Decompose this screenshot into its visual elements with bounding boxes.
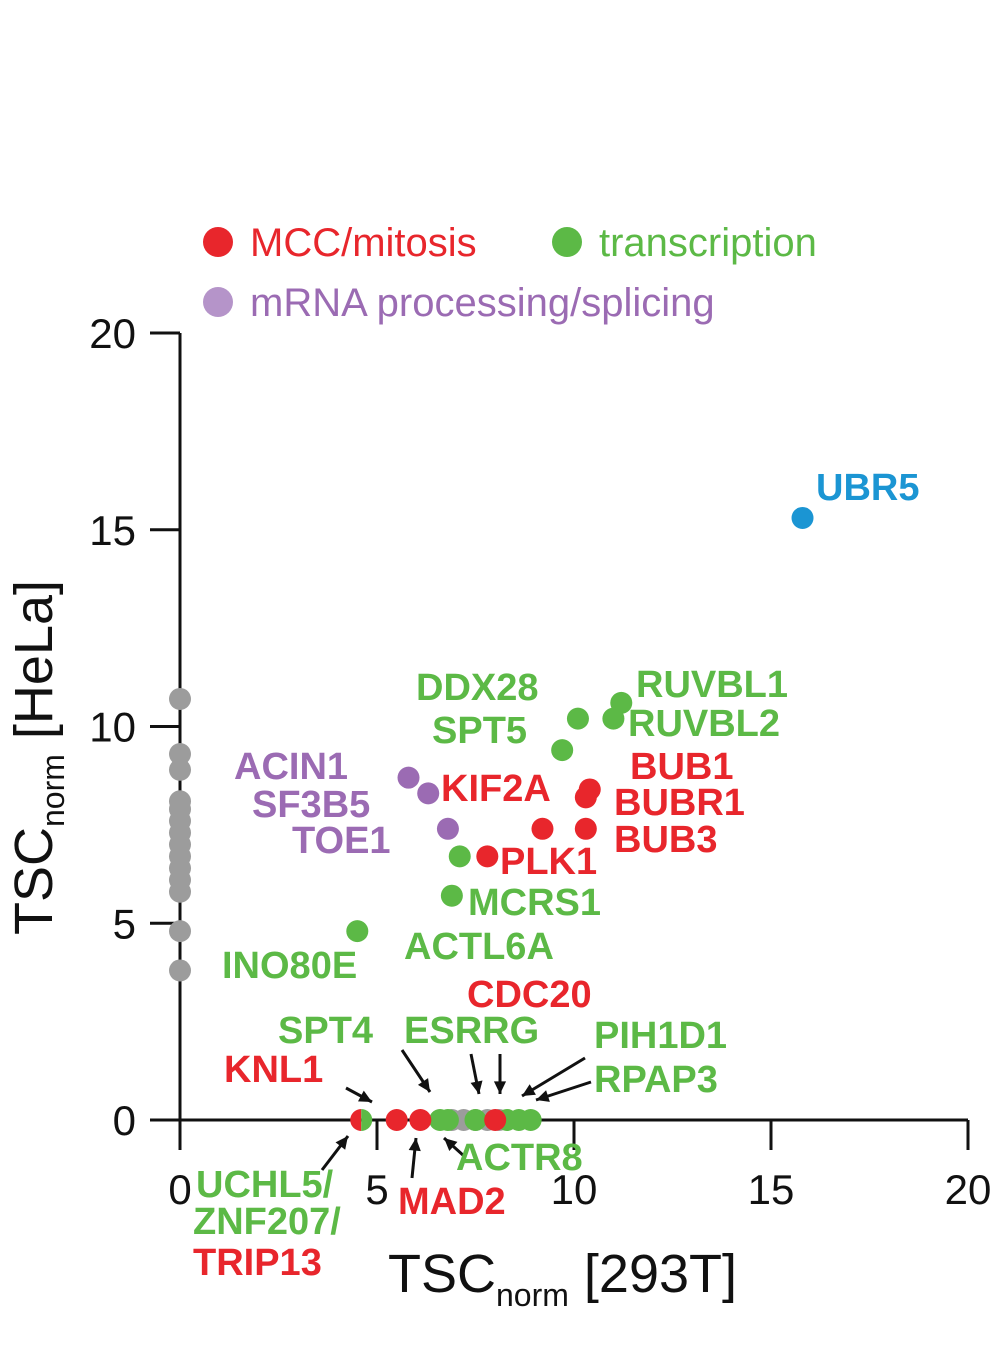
gene-label: PIH1D1 [594,1015,727,1057]
gene-label: RPAP3 [594,1059,718,1101]
x-tick-label: 5 [365,1166,388,1213]
data-point-transcription [566,707,589,730]
arrowhead [493,1081,507,1094]
arrowhead [408,1138,421,1152]
data-point-transcription [440,884,463,907]
data-point-ubr5 [791,506,814,529]
arrowhead [417,1078,430,1092]
y-tick-label: 0 [113,1097,136,1144]
gene-label: ESRRG [404,1010,539,1052]
legend-marker-mcc [203,227,233,257]
x-axis-title-suffix: [293T] [569,1244,737,1304]
arrowhead [444,1138,458,1151]
gene-label: RUVBL2 [628,703,780,745]
x-axis-title-main: TSC [388,1244,496,1304]
data-point-transcription [519,1109,542,1131]
data-point-mcc [531,817,554,840]
y-tick-label: 10 [89,704,136,751]
gene-label: CDC20 [467,974,592,1016]
legend-marker-mrna [203,287,233,317]
gene-label: KNL1 [224,1049,323,1091]
gene-label: PLK1 [500,841,597,883]
data-point-other [169,743,191,766]
gene-label: MAD2 [398,1181,506,1223]
y-tick-label: 20 [89,310,136,357]
data-point-other [169,959,191,982]
ticks: 0 5 10 15 20 0 5 10 15 20 [89,310,991,1213]
data-points [169,506,814,1131]
data-point-mcc [574,786,597,809]
gene-label: ACTR8 [456,1137,583,1179]
y-axis-title-suffix: [HeLa] [4,580,64,754]
data-point-other [169,920,191,943]
arrowhead [470,1080,483,1094]
legend-label-transcription: transcription [599,221,817,265]
y-axis-title-sub: norm [35,754,71,827]
data-point-mrna [417,782,440,805]
gene-label: KIF2A [441,768,551,810]
gene-label: DDX28 [416,667,539,709]
gene-label: SPT4 [278,1010,373,1052]
gene-label: TRIP13 [193,1242,322,1284]
gene-label: UCHL5/ [196,1164,334,1206]
legend-label-mcc: MCC/mitosis [250,221,477,265]
arrows [320,1049,592,1179]
data-point-transcription [346,920,369,943]
x-tick-label: 20 [945,1166,992,1213]
x-tick-label: 10 [551,1166,598,1213]
arrowhead [335,1136,348,1150]
gene-label: TOE1 [292,820,391,862]
gene-label: UBR5 [816,467,919,509]
x-tick-label: 15 [748,1166,795,1213]
y-tick-label: 5 [113,900,136,947]
gene-label: ZNF207/ [193,1201,341,1243]
axes: 0 5 10 15 20 0 5 10 15 20 [89,310,991,1213]
data-point-transcription [436,1109,459,1131]
data-point-mcc-transcription [361,1109,373,1131]
data-point-mcc [484,1109,507,1131]
data-point-mcc [385,1109,408,1131]
data-point-transcription [464,1109,487,1131]
gene-label: BUB1 [630,746,733,788]
gene-label: ACIN1 [234,746,348,788]
data-point-mcc [409,1109,432,1131]
data-point-mrna [397,766,420,789]
gene-label: BUB3 [614,819,717,861]
y-axis-title: TSCnorm [HeLa] [4,580,71,935]
gene-label: SPT5 [432,710,527,752]
gene-label: MCRS1 [468,882,601,924]
arrowhead [522,1084,536,1096]
data-point-other [169,880,191,903]
x-axis-title-sub: norm [496,1277,569,1313]
arrowhead [536,1090,550,1102]
data-point-mcc-transcription [350,1109,362,1131]
legend: MCC/mitosis transcription mRNA processin… [203,221,817,325]
data-point-mcc [574,817,597,840]
gene-label: ACTL6A [404,926,554,968]
x-tick-label: 0 [168,1166,191,1213]
data-point-mrna [436,817,459,840]
legend-marker-transcription [552,227,582,257]
legend-label-mrna: mRNA processing/splicing [250,281,715,325]
y-tick-label: 15 [89,507,136,554]
gene-label: RUVBL1 [636,664,788,706]
gene-label: BUBR1 [614,782,745,824]
data-point-transcription [551,739,574,762]
x-axis-title: TSCnorm [293T] [388,1244,737,1313]
gene-label: SF3B5 [252,784,370,826]
y-axis-title-main: TSC [4,827,64,935]
gene-label: INO80E [222,945,357,987]
arrowhead [358,1090,372,1102]
data-point-other [169,687,191,710]
data-point-transcription [602,707,625,730]
data-point-transcription [448,845,471,868]
data-point-mcc [476,845,499,868]
data-point-other [169,758,191,781]
